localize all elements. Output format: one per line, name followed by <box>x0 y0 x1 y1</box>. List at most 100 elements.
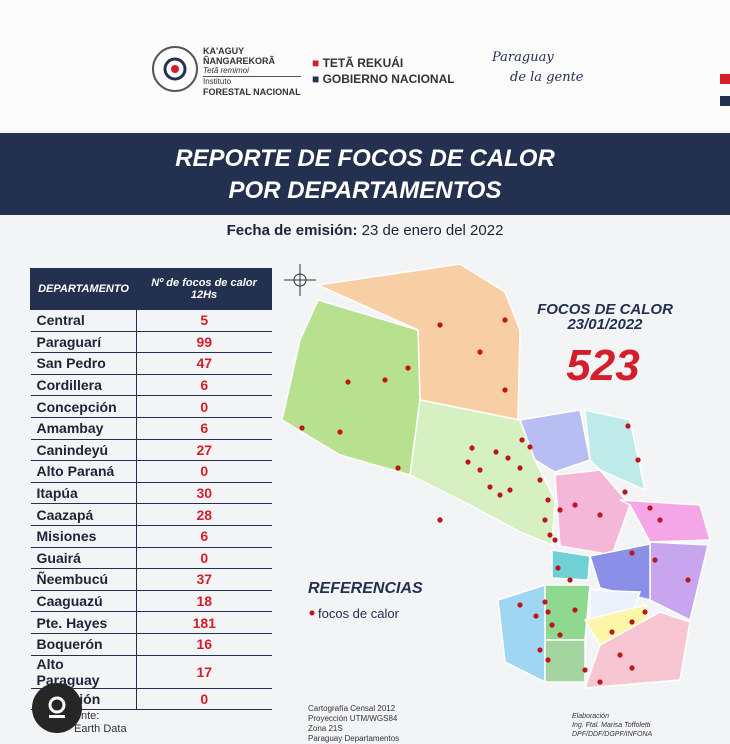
count-cell: 6 <box>136 525 272 548</box>
gov-line: TETÃ REKUÁI <box>322 56 404 70</box>
share-button[interactable] <box>31 682 83 734</box>
slogan-line: Paraguay <box>492 50 554 65</box>
fire-dot <box>517 465 523 471</box>
title-line: POR DEPARTAMENTOS <box>228 177 502 204</box>
cartography-line: Paraguay Departamentos <box>308 734 400 743</box>
fire-dot <box>557 507 563 513</box>
department-cell: Caazapá <box>30 503 137 526</box>
count-cell: 5 <box>136 309 272 332</box>
gov-line: GOBIERNO NACIONAL <box>322 72 455 86</box>
fire-dot <box>537 477 543 483</box>
department-cell: Amambay <box>30 417 137 440</box>
region <box>584 409 647 492</box>
fire-dot <box>382 377 388 383</box>
table-header: DEPARTAMENTO Nº de focos de calor 12Hs <box>29 268 272 310</box>
org-line: KA'AGUY <box>203 46 245 56</box>
credit-line: Elaboración <box>572 713 609 720</box>
table-row: Pte. Hayes 181 <box>30 611 272 634</box>
table-row: Concepción 0 <box>30 395 272 418</box>
table-row: Itapúa 30 <box>30 482 272 505</box>
fire-dot <box>572 502 578 508</box>
fire-dot <box>685 577 691 583</box>
count-cell: 27 <box>136 439 272 462</box>
region <box>619 499 711 543</box>
table-row: Paraguarí 99 <box>30 331 272 354</box>
total-count: 523 <box>566 341 639 390</box>
count-cell: 47 <box>136 352 272 375</box>
column-header: Nº de focos de calor 12Hs <box>136 268 272 310</box>
table-row: Central 5 <box>30 309 272 332</box>
count-cell: 0 <box>136 460 272 483</box>
fire-dot <box>597 679 603 685</box>
fire-dot <box>337 429 343 435</box>
department-cell: Cordillera <box>30 374 137 397</box>
department-cell: Itapúa <box>30 482 137 505</box>
fire-dot <box>617 652 623 658</box>
fire-dot <box>519 437 525 443</box>
count-cell: 0 <box>136 395 272 418</box>
department-cell: Alto Paraguay <box>30 655 137 689</box>
region <box>649 541 709 622</box>
fire-dot <box>647 505 653 511</box>
count-cell: 6 <box>136 374 272 397</box>
fire-dot <box>545 609 551 615</box>
region <box>281 299 421 476</box>
table-row: Ñeembucú 37 <box>30 568 272 591</box>
fire-dot <box>557 632 563 638</box>
org-line: FORESTAL NACIONAL <box>203 87 301 97</box>
table-row: Alto Paraná 0 <box>30 460 272 483</box>
fire-dot <box>545 497 551 503</box>
title-line: REPORTE DE FOCOS DE CALOR <box>175 145 555 172</box>
fire-dot <box>437 322 443 328</box>
department-cell: Boquerón <box>30 633 137 656</box>
slogan: Paraguay de la gente <box>492 48 584 88</box>
table-row: Misiones 6 <box>30 525 272 548</box>
credit-line: DPF/DDF/DGPF/INFONA <box>572 731 653 738</box>
cartography-line: Proyección UTM/WGS84 <box>308 714 398 723</box>
cartography-line: Cartografía Censal 2012 <box>308 704 396 713</box>
date-value: 23 de enero del 2022 <box>361 222 504 239</box>
table-row: Boquerón 16 <box>30 633 272 656</box>
table-row: San Pedro 47 <box>30 352 272 375</box>
flag-stripe <box>720 96 730 106</box>
fire-dot <box>552 537 558 543</box>
fire-dot <box>597 512 603 518</box>
fire-dot <box>629 550 635 556</box>
fire-dot <box>395 465 401 471</box>
legend-title: REFERENCIAS <box>308 580 423 597</box>
department-cell: Paraguarí <box>30 331 137 354</box>
legend-marker <box>309 610 315 616</box>
table-row: Alto Paraguay 17 <box>30 655 272 689</box>
region <box>315 263 521 421</box>
compass <box>284 264 316 296</box>
fire-dot <box>477 467 483 473</box>
column-header: DEPARTAMENTO <box>29 268 138 310</box>
total-date: 23/01/2022 <box>566 316 643 333</box>
fire-dot <box>537 647 543 653</box>
fire-dot <box>497 492 503 498</box>
count-cell: 37 <box>136 568 272 591</box>
cartography: Cartografía Censal 2012 Proyección UTM/WG… <box>308 704 399 744</box>
legend-item: focos de calor <box>318 606 400 621</box>
org-line: ÑANGAREKORÃ <box>203 56 275 66</box>
department-cell: Guairá <box>30 547 137 570</box>
fire-dot <box>507 487 513 493</box>
fire-dot <box>549 622 555 628</box>
cartography-line: Zona 21S <box>308 724 343 733</box>
seal <box>152 46 198 92</box>
fire-dot <box>502 387 508 393</box>
region <box>409 399 556 547</box>
table-row: Guairá 0 <box>30 547 272 570</box>
department-cell: Ñeembucú <box>30 568 137 591</box>
region <box>554 469 631 556</box>
org-line: Tetã remimoi <box>203 66 249 75</box>
credits: Elaboración Ing. Ftal. Marisa Toffoletti D… <box>572 712 652 739</box>
fire-dot <box>542 517 548 523</box>
fire-dot <box>622 489 628 495</box>
flag-stripe <box>720 74 730 84</box>
table-body: Central 5 Paraguarí 99 San Pedro 47 Cordillera… <box>30 309 272 711</box>
count-cell: 16 <box>136 633 272 656</box>
fire-dot <box>469 445 475 451</box>
department-cell: Caaguazú <box>30 590 137 613</box>
